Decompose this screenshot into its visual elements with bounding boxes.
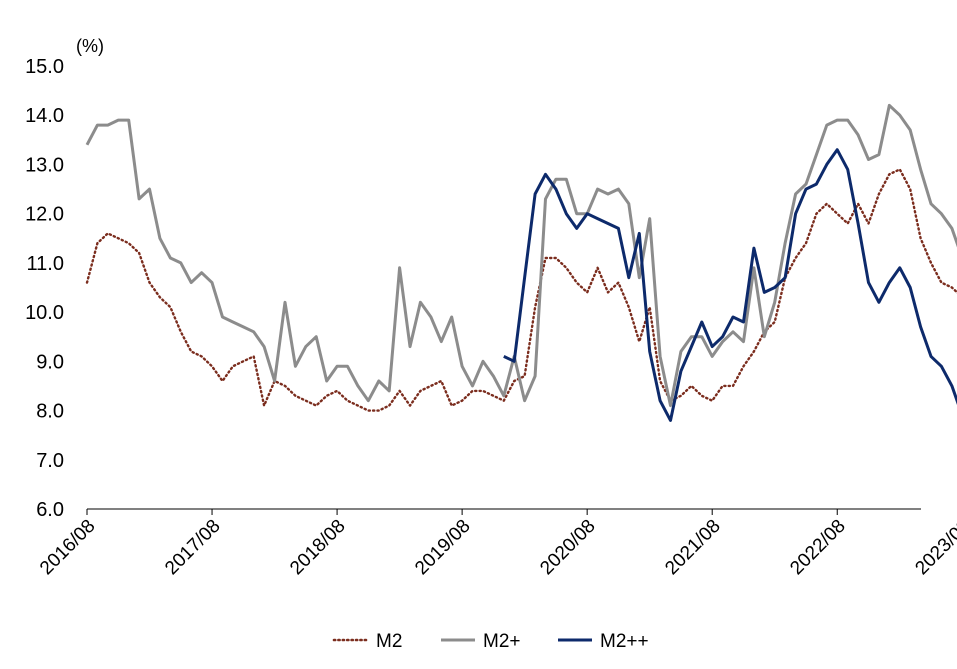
y-tick-label: 13.0	[25, 154, 64, 176]
series-line-m2plus	[85, 103, 957, 408]
legend: M2 M2+ M2++	[332, 631, 649, 652]
y-axis-unit-label: (%)	[76, 36, 104, 56]
x-tick-label: 2017/08	[161, 516, 224, 579]
x-tick-label: 2023/08	[911, 516, 957, 579]
legend-m2-label: M2	[376, 631, 402, 652]
x-tick-label: 2021/08	[661, 516, 724, 579]
y-tick-label: 6.0	[36, 499, 64, 521]
x-axis-tick-marks	[86, 509, 838, 515]
x-tick-label: 2016/08	[36, 516, 99, 579]
y-tick-label: 10.0	[25, 302, 64, 324]
y-tick-label: 9.0	[36, 351, 64, 373]
x-tick-label: 2018/08	[286, 516, 349, 579]
series-layer	[85, 103, 957, 422]
legend-m2plusplus-label: M2++	[600, 631, 649, 652]
x-axis-tick-labels: 2016/08 2017/08 2018/08 2019/08 2020/08 2021/…	[36, 516, 957, 579]
y-tick-label: 15.0	[25, 56, 64, 78]
x-tick-label: 2019/08	[411, 516, 474, 579]
series-line-m2plusplus	[503, 148, 957, 422]
y-tick-label: 12.0	[25, 204, 64, 226]
x-tick-label: 2020/08	[536, 516, 599, 579]
y-tick-label: 14.0	[25, 105, 64, 127]
y-tick-label: 11.0	[27, 253, 64, 275]
legend-m2plus-label: M2+	[483, 631, 521, 652]
y-tick-label: 7.0	[36, 450, 64, 472]
series-line-m2	[85, 168, 957, 412]
x-tick-label: 2022/08	[786, 516, 849, 579]
y-axis-tick-labels: 6.0 7.0 8.0 9.0 10.0 11.0 12.0 13.0 14.0 15.0	[25, 56, 64, 521]
y-tick-label: 8.0	[36, 401, 64, 423]
